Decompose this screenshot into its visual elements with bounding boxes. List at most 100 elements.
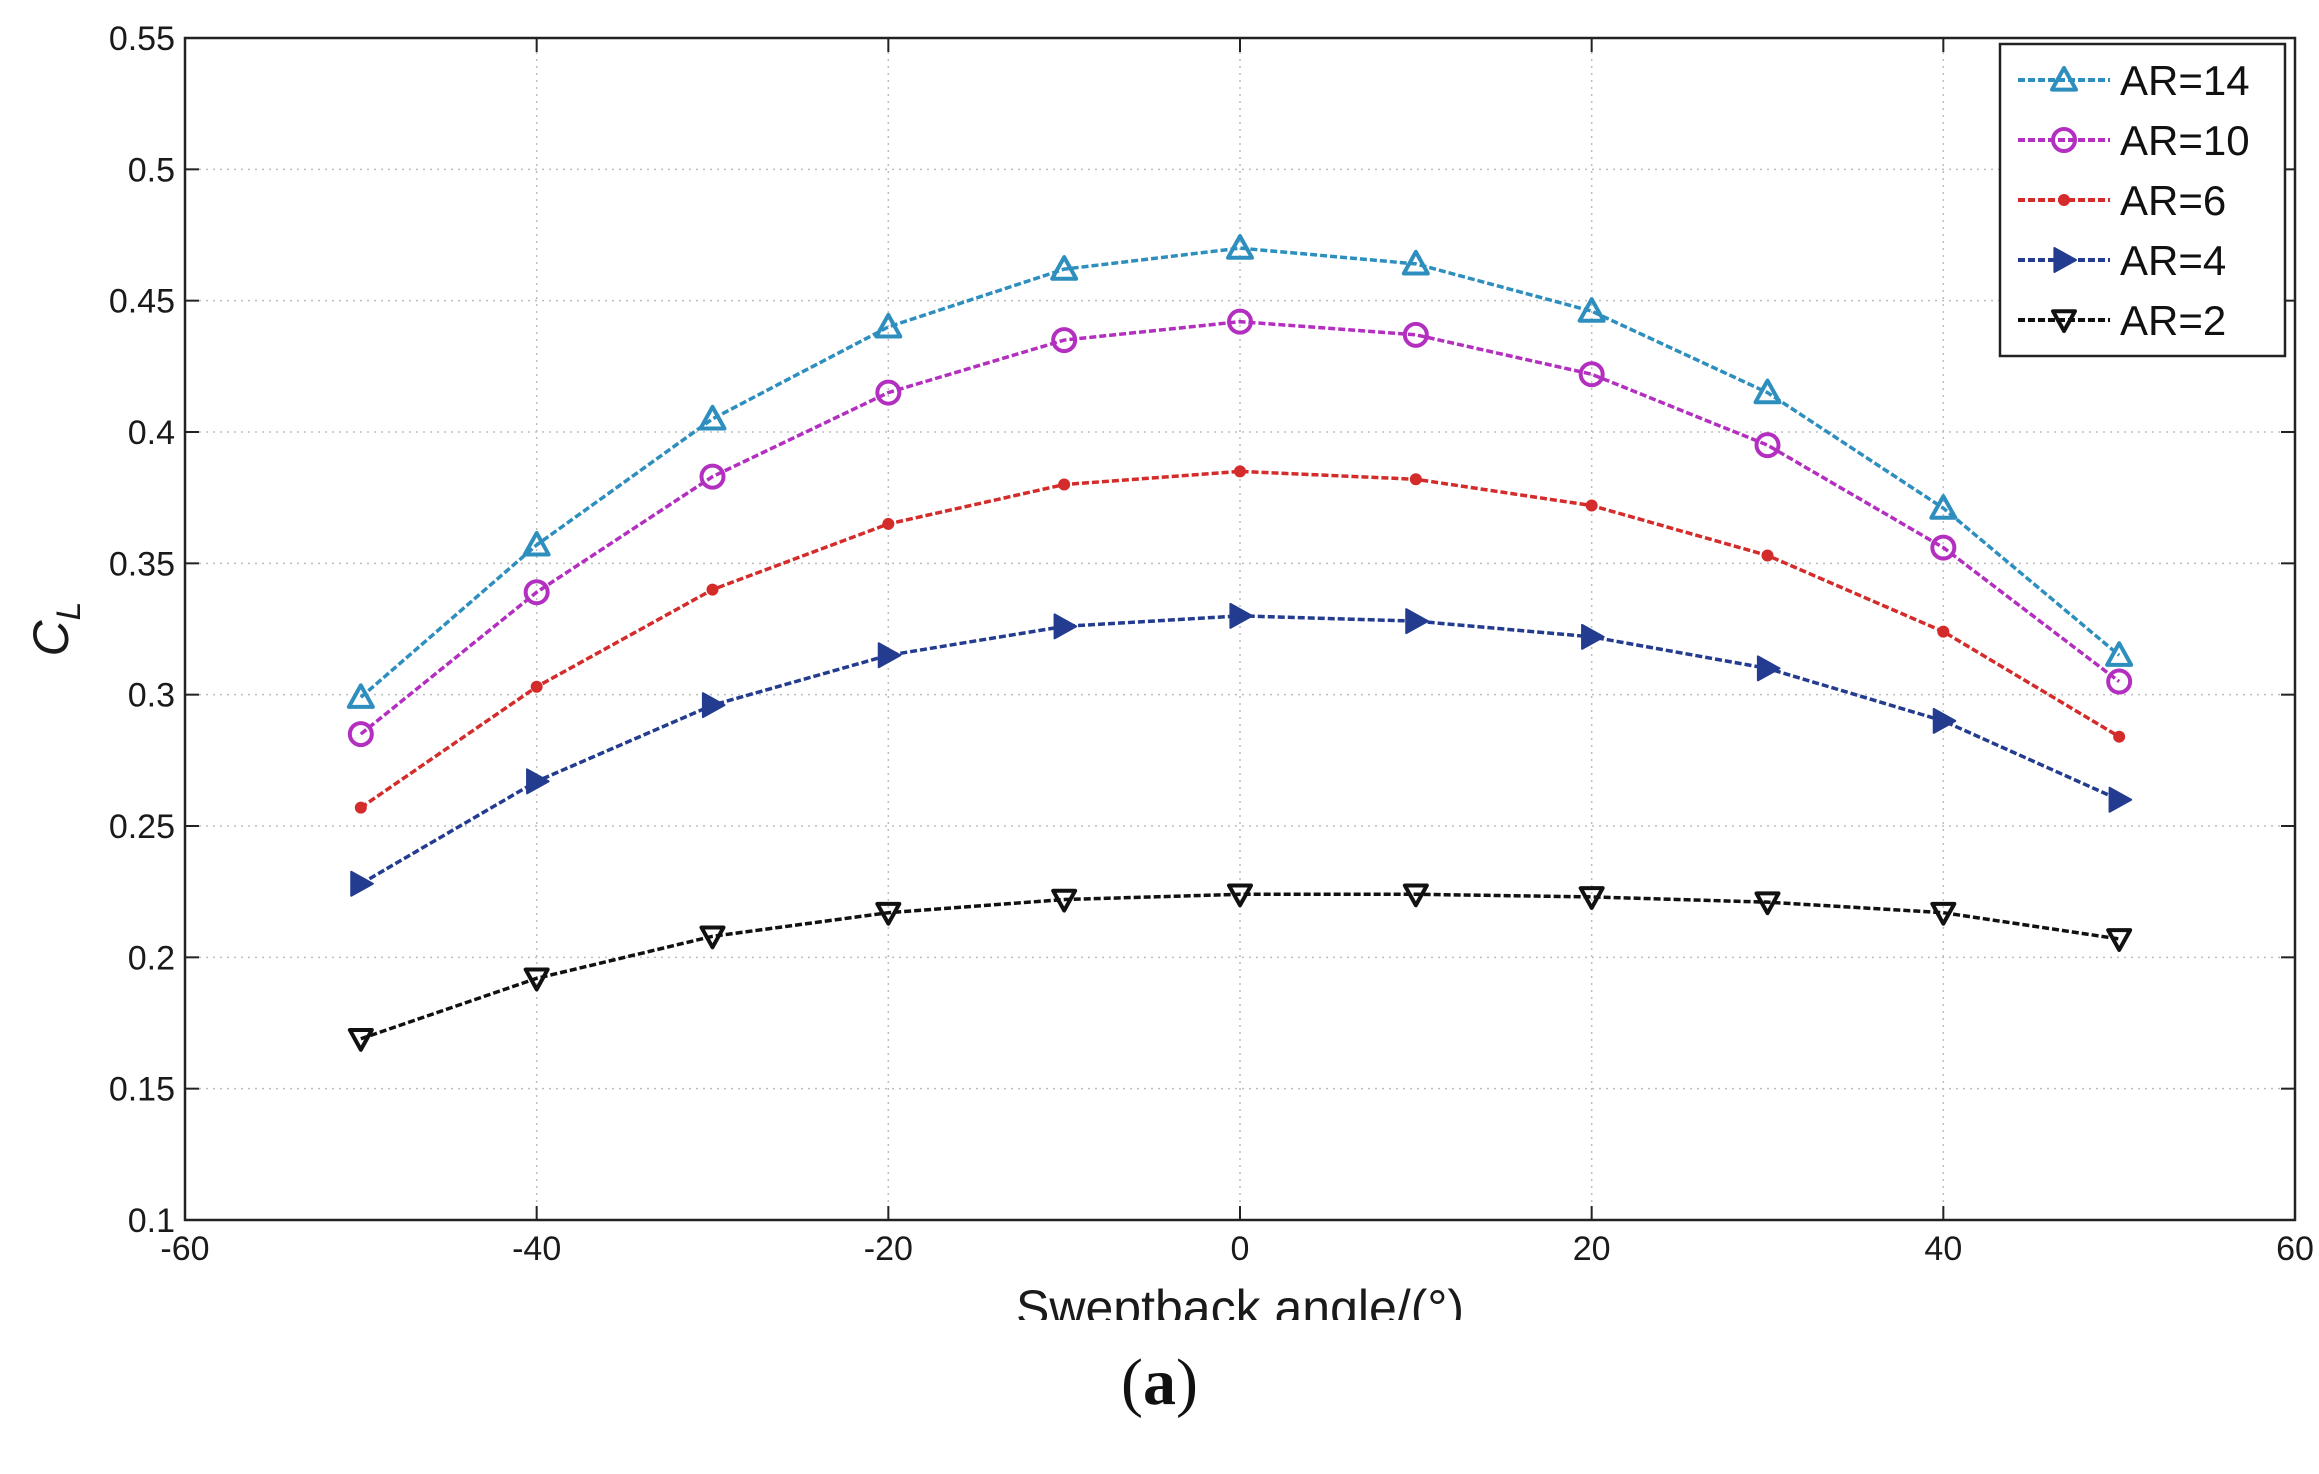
data-point bbox=[347, 721, 374, 748]
series-line bbox=[360, 892, 2120, 1041]
data-point bbox=[1229, 602, 1253, 629]
data-point bbox=[523, 967, 550, 992]
data-point bbox=[1227, 308, 1253, 335]
data-point bbox=[699, 925, 726, 950]
x-tick-label: 20 bbox=[1573, 1230, 1611, 1268]
axis-ticks bbox=[184, 37, 2296, 1221]
y-axis-label: CL bbox=[23, 601, 88, 656]
legend: AR=14 AR=10 AR=6 AR=4 AR=2 bbox=[1998, 42, 2287, 358]
data-point bbox=[699, 463, 726, 490]
legend-label: AR=2 bbox=[2120, 297, 2226, 344]
data-point bbox=[874, 312, 903, 339]
data-point bbox=[523, 579, 550, 606]
data-point bbox=[1578, 361, 1605, 388]
data-point bbox=[1585, 499, 1598, 512]
x-tick-label: 60 bbox=[2276, 1230, 2314, 1268]
data-point bbox=[698, 404, 727, 431]
data-point bbox=[354, 801, 367, 814]
data-point bbox=[1932, 707, 1957, 734]
legend-marker bbox=[2058, 194, 2070, 206]
x-tick-label: 40 bbox=[1924, 1230, 1962, 1268]
plot-frame bbox=[183, 36, 2297, 1222]
grid-lines bbox=[185, 38, 2295, 1220]
x-tick-label: 0 bbox=[1231, 1230, 1250, 1268]
x-tick-label: -40 bbox=[512, 1230, 561, 1268]
series-ar-14 bbox=[346, 234, 2134, 709]
data-point bbox=[1761, 549, 1774, 562]
y-tick-label: 0.25 bbox=[109, 808, 175, 846]
x-tick-label: -20 bbox=[864, 1230, 913, 1268]
legend-label: AR=14 bbox=[2120, 57, 2250, 104]
legend-label: AR=10 bbox=[2120, 117, 2250, 164]
data-point bbox=[1402, 321, 1429, 348]
series-ar-6 bbox=[354, 465, 2126, 814]
legend-marker bbox=[2050, 66, 2078, 92]
data-point bbox=[1409, 473, 1422, 486]
data-point bbox=[1578, 886, 1605, 910]
data-point bbox=[2106, 668, 2133, 695]
legend-box bbox=[1998, 42, 2287, 358]
data-point bbox=[1053, 613, 1078, 640]
data-point bbox=[1227, 883, 1253, 908]
series-ar-2 bbox=[347, 883, 2133, 1052]
y-tick-label: 0.2 bbox=[128, 939, 175, 977]
data-point bbox=[1929, 494, 1958, 520]
y-tick-labels: 0.1 0.15 0.2 0.25 0.3 0.35 0.4 0.45 0.5 0.55 bbox=[109, 20, 175, 1240]
data-point bbox=[1051, 327, 1078, 354]
caption-open-paren: ( bbox=[1121, 1346, 1143, 1419]
line-chart: -60 -40 -20 0 20 40 60 0.10.150.20.250.30.350.… bbox=[23, 20, 2314, 1320]
y-tick-label: 0.35 bbox=[109, 545, 175, 583]
data-point bbox=[1051, 888, 1078, 913]
series-line bbox=[359, 246, 2121, 699]
data-point bbox=[1226, 234, 1254, 260]
data-point bbox=[1401, 249, 1430, 276]
x-tick-labels: -60 -40 -20 0 20 40 60 bbox=[160, 1230, 2313, 1268]
data-point bbox=[875, 379, 902, 406]
data-point bbox=[1754, 432, 1781, 459]
data-point bbox=[1581, 623, 1605, 650]
data-point bbox=[1930, 534, 1957, 561]
data-point bbox=[1937, 625, 1950, 638]
data-point bbox=[347, 1027, 374, 1052]
data-point bbox=[877, 642, 902, 669]
data-point bbox=[1930, 901, 1957, 926]
data-point bbox=[522, 530, 551, 557]
y-tick-label: 0.3 bbox=[128, 677, 175, 715]
data-point bbox=[1754, 891, 1781, 916]
series-ar-10 bbox=[347, 308, 2133, 748]
y-tick-label: 0.4 bbox=[128, 414, 175, 452]
data-point bbox=[530, 680, 543, 693]
y-tick-label: 0.5 bbox=[128, 151, 175, 189]
data-point bbox=[1402, 883, 1429, 908]
series-group bbox=[346, 234, 2134, 1052]
data-point bbox=[2113, 730, 2126, 743]
x-axis-label: Sweptback angle/(°) bbox=[1016, 1280, 1464, 1320]
y-tick-label: 0.1 bbox=[128, 1202, 175, 1240]
data-point bbox=[1756, 655, 1781, 682]
data-point bbox=[875, 901, 902, 926]
legend-marker bbox=[2051, 309, 2077, 333]
y-axis-label-main: C bbox=[23, 620, 79, 657]
data-point bbox=[882, 517, 895, 530]
data-point bbox=[2105, 641, 2134, 667]
data-point bbox=[1058, 478, 1071, 491]
data-point bbox=[2108, 786, 2133, 813]
data-point bbox=[526, 768, 550, 795]
data-point bbox=[350, 870, 374, 897]
data-point bbox=[706, 583, 719, 596]
data-point bbox=[1234, 465, 1246, 478]
legend-label: AR=6 bbox=[2120, 177, 2226, 224]
data-point bbox=[1753, 378, 1782, 405]
y-tick-label: 0.15 bbox=[109, 1071, 175, 1109]
legend-label: AR=4 bbox=[2120, 237, 2226, 284]
y-axis-label-subscript: L bbox=[50, 601, 88, 620]
legend-marker bbox=[2053, 247, 2077, 273]
y-tick-label: 0.45 bbox=[109, 283, 175, 321]
figure-caption: (a) bbox=[0, 1345, 2319, 1421]
data-point bbox=[1577, 297, 1606, 323]
data-point bbox=[346, 683, 375, 709]
data-point bbox=[1405, 608, 1429, 635]
caption-letter: a bbox=[1143, 1346, 1176, 1419]
series-line bbox=[359, 319, 2121, 736]
y-tick-label: 0.55 bbox=[109, 20, 175, 58]
